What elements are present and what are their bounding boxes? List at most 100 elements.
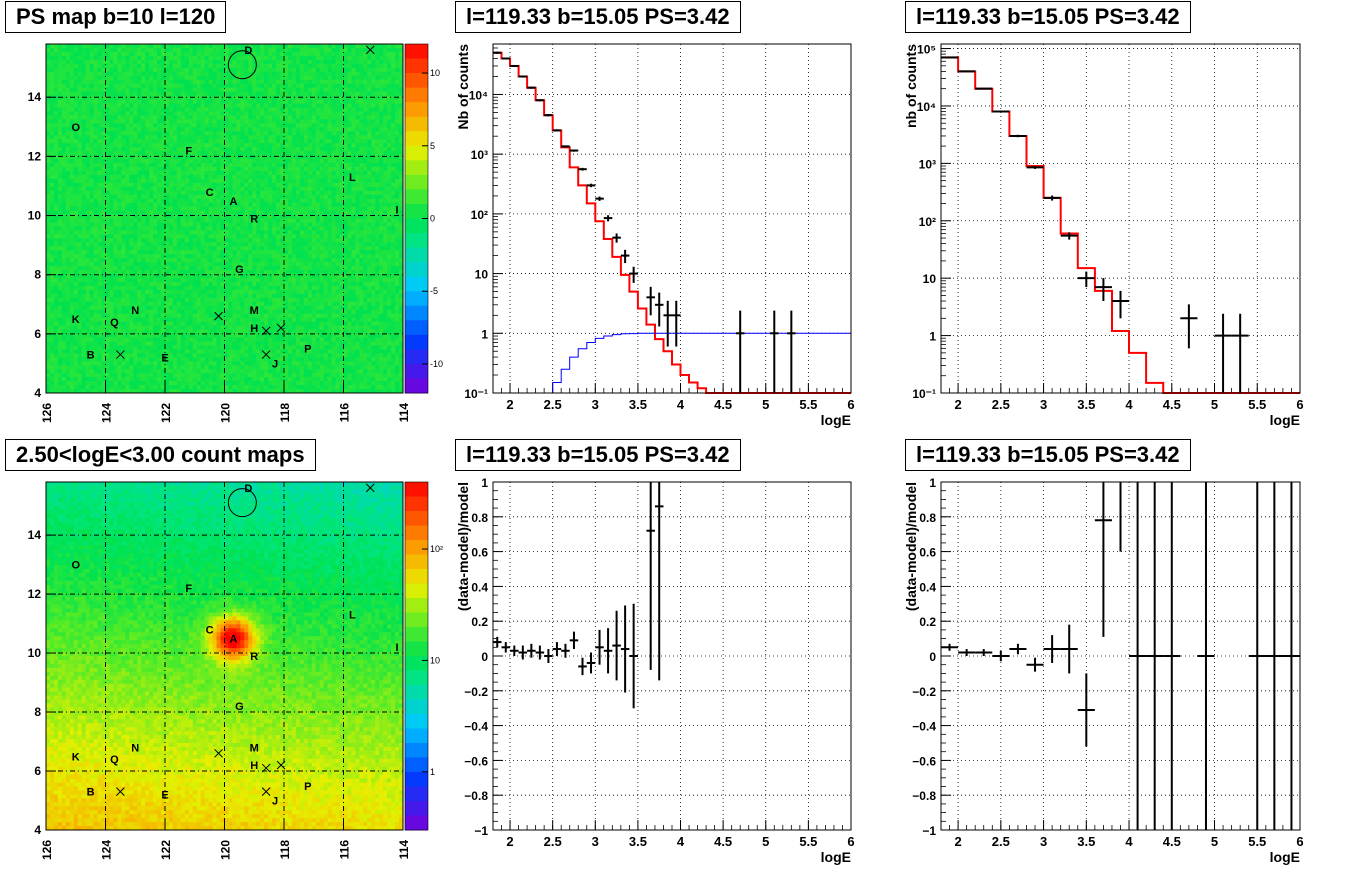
map-pixel	[204, 111, 210, 116]
map-pixel	[216, 174, 221, 180]
map-pixel	[208, 226, 213, 231]
map-pixel	[97, 345, 102, 350]
map-pixel	[236, 218, 241, 223]
map-pixel	[244, 305, 249, 311]
map-pixel	[133, 341, 138, 346]
map-pixel	[260, 258, 265, 263]
map-pixel	[117, 305, 122, 311]
map-pixel	[117, 139, 122, 144]
map-pixel	[137, 87, 142, 92]
map-pixel	[141, 325, 146, 330]
map-pixel	[149, 75, 154, 81]
map-pixel	[137, 242, 142, 247]
map-pixel	[268, 277, 273, 283]
map-pixel	[252, 194, 257, 200]
map-pixel	[204, 71, 210, 77]
map-pixel	[93, 305, 98, 311]
map-pixel	[200, 365, 206, 370]
map-pixel	[188, 182, 194, 188]
map-pixel	[141, 341, 146, 346]
map-pixel	[65, 123, 71, 128]
map-pixel	[228, 99, 233, 104]
map-pixel	[49, 369, 55, 374]
map-pixel	[65, 345, 71, 350]
map-pixel	[89, 262, 94, 267]
map-pixel	[248, 262, 253, 267]
map-pixel	[180, 313, 186, 319]
map-pixel	[176, 337, 182, 342]
map-pixel	[196, 321, 202, 326]
map-pixel	[252, 345, 257, 350]
map-pixel	[228, 293, 233, 299]
map-pixel	[81, 349, 87, 354]
map-pixel	[168, 59, 174, 65]
map-pixel	[145, 389, 150, 394]
map-pixel	[97, 230, 102, 235]
map-pixel	[69, 182, 75, 188]
map-pixel	[141, 262, 146, 267]
map-pixel	[129, 206, 134, 211]
map-pixel	[228, 246, 233, 251]
map-pixel	[256, 147, 261, 152]
map-pixel	[125, 337, 130, 342]
map-pixel	[204, 309, 210, 315]
map-pixel	[260, 381, 265, 386]
map-pixel	[264, 151, 269, 156]
map-pixel	[208, 373, 213, 378]
map-pixel	[81, 182, 87, 188]
map-pixel	[165, 353, 170, 358]
map-pixel	[208, 389, 213, 394]
map-pixel	[137, 357, 142, 362]
map-pixel	[208, 285, 213, 291]
map-pixel	[228, 91, 233, 96]
map-pixel	[97, 182, 102, 188]
map-pixel	[117, 119, 122, 124]
map-pixel	[216, 329, 221, 334]
map-pixel	[101, 281, 106, 287]
map-pixel	[204, 159, 210, 164]
map-pixel	[53, 230, 59, 235]
map-pixel	[204, 103, 210, 108]
map-pixel	[65, 321, 71, 326]
map-pixel	[204, 325, 210, 330]
map-pixel	[228, 262, 233, 267]
map-pixel	[165, 127, 170, 132]
map-pixel	[61, 274, 67, 279]
map-pixel	[184, 155, 190, 160]
map-pixel	[113, 329, 118, 334]
map-pixel	[149, 381, 154, 386]
map-pixel	[93, 349, 98, 354]
map-pixel	[196, 115, 202, 120]
map-pixel	[220, 131, 225, 136]
map-pixel	[168, 238, 174, 243]
map-pixel	[97, 329, 102, 334]
map-pixel	[129, 222, 134, 227]
map-pixel	[109, 309, 114, 315]
map-pixel	[184, 91, 190, 96]
map-pixel	[149, 321, 154, 326]
map-pixel	[85, 162, 91, 168]
map-pixel	[46, 71, 51, 77]
map-pixel	[192, 71, 198, 77]
map-pixel	[165, 79, 170, 85]
map-pixel	[89, 127, 94, 132]
map-pixel	[81, 186, 87, 192]
map-pixel	[149, 293, 154, 299]
map-pixel	[121, 174, 126, 180]
map-pixel	[180, 59, 186, 65]
map-pixel	[264, 198, 269, 204]
map-pixel	[97, 385, 102, 390]
map-pixel	[180, 111, 186, 116]
map-pixel	[129, 170, 134, 176]
map-pixel	[141, 83, 146, 89]
map-pixel	[204, 274, 210, 279]
map-pixel	[157, 206, 162, 211]
map-pixel	[69, 63, 75, 69]
map-pixel	[184, 305, 190, 311]
map-pixel	[244, 293, 249, 299]
map-pixel	[57, 313, 63, 319]
map-pixel	[61, 131, 67, 136]
map-pixel	[77, 214, 83, 219]
map-pixel	[81, 47, 87, 53]
map-pixel	[89, 349, 94, 354]
